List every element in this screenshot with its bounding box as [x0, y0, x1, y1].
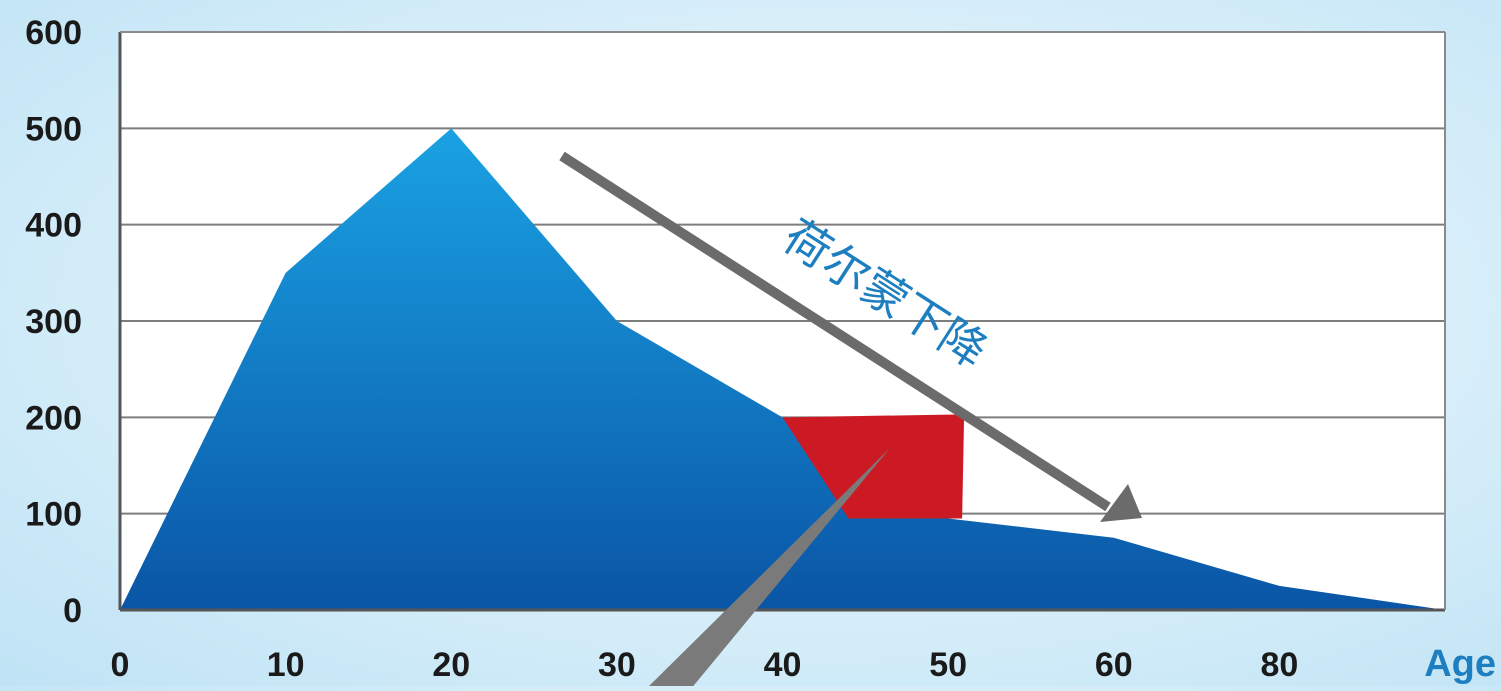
x-axis-label: Age	[1424, 643, 1496, 685]
x-axis-ticks: 0 10 20 30 40 50 60 80 Age	[111, 643, 1496, 685]
x-tick-label: 0	[111, 646, 130, 684]
y-tick-label: 300	[25, 303, 82, 341]
y-tick-label: 500	[25, 110, 82, 148]
x-tick-label: 60	[1095, 646, 1133, 684]
x-tick-label: 30	[598, 646, 636, 684]
y-tick-label: 400	[25, 207, 82, 245]
x-tick-label: 40	[764, 646, 802, 684]
y-tick-label: 100	[25, 496, 82, 534]
x-tick-label: 50	[929, 646, 967, 684]
x-tick-label: 10	[267, 646, 305, 684]
x-tick-label: 20	[432, 646, 470, 684]
x-tick-label: 80	[1260, 646, 1298, 684]
y-tick-label: 0	[63, 592, 82, 630]
y-axis-ticks: 0 100 200 300 400 500 600	[25, 14, 82, 630]
y-tick-label: 600	[25, 14, 82, 52]
y-tick-label: 200	[25, 399, 82, 437]
